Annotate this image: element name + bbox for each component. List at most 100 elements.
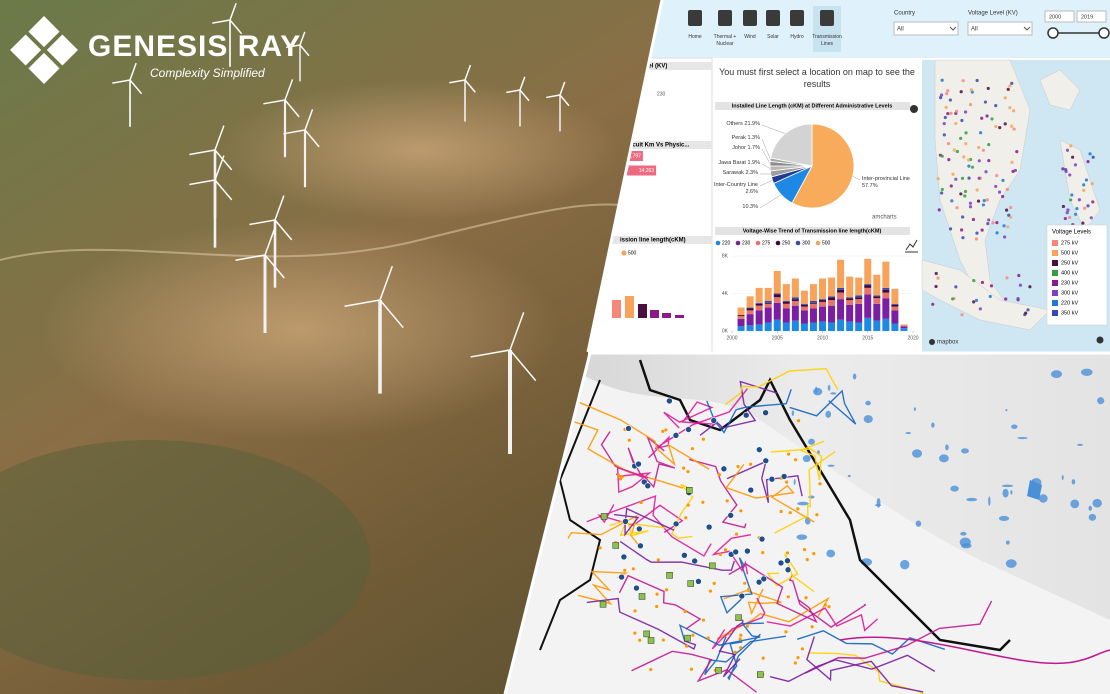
nav-label[interactable]: Transmission Lines bbox=[812, 34, 842, 47]
lake bbox=[815, 386, 818, 394]
blade bbox=[229, 19, 243, 35]
map-point bbox=[986, 222, 990, 226]
map-point bbox=[959, 228, 964, 232]
map-point bbox=[940, 191, 944, 195]
lake bbox=[1001, 484, 1014, 488]
line-route bbox=[723, 588, 782, 616]
map-point bbox=[1063, 216, 1067, 221]
slider-handle[interactable] bbox=[1098, 27, 1110, 39]
map-point bbox=[1018, 283, 1023, 287]
dropdown[interactable] bbox=[893, 21, 959, 36]
year-box[interactable] bbox=[1044, 10, 1075, 23]
line-route bbox=[766, 553, 815, 593]
pie-label-box: Others 21.9% bbox=[726, 121, 760, 127]
nav-button[interactable]: Solar bbox=[755, 10, 791, 54]
map-point bbox=[972, 278, 976, 283]
lake bbox=[931, 422, 935, 428]
blade bbox=[299, 44, 310, 57]
map-point bbox=[1001, 178, 1005, 182]
lake bbox=[865, 400, 871, 406]
map-point bbox=[942, 133, 946, 137]
year-box[interactable] bbox=[1076, 10, 1107, 23]
map-point bbox=[971, 217, 976, 222]
bar-segment bbox=[746, 325, 754, 331]
pie-label: Perak 1.3% bbox=[731, 135, 760, 141]
map-point bbox=[1090, 181, 1094, 186]
map-point bbox=[1002, 224, 1006, 228]
map-point bbox=[1017, 273, 1021, 278]
info-icon[interactable] bbox=[1096, 336, 1104, 344]
header-bar bbox=[600, 62, 712, 70]
nav-button[interactable]: Transmission Lines bbox=[809, 6, 845, 54]
blade bbox=[559, 81, 566, 96]
substation bbox=[796, 655, 800, 660]
bar-segment bbox=[900, 325, 908, 327]
lake bbox=[915, 520, 922, 527]
pie-menu[interactable] bbox=[910, 105, 918, 113]
lake bbox=[808, 438, 815, 445]
pie-label-box: Jawa Barat 1.9% bbox=[718, 160, 760, 166]
map-point bbox=[1077, 198, 1081, 202]
substation bbox=[812, 551, 816, 556]
nav-label[interactable]: Wind bbox=[744, 34, 756, 40]
map-point bbox=[931, 302, 935, 306]
mini-bar bbox=[612, 300, 621, 318]
blade bbox=[344, 299, 381, 307]
nav-label[interactable]: Home bbox=[688, 34, 702, 40]
map-point bbox=[964, 142, 968, 146]
map-point bbox=[976, 199, 981, 203]
plant-marker bbox=[715, 666, 722, 674]
map-point bbox=[994, 124, 998, 129]
nav-label[interactable]: Solar bbox=[767, 34, 779, 40]
map-point bbox=[987, 218, 991, 222]
blade bbox=[263, 99, 286, 105]
bar-segment bbox=[846, 304, 854, 322]
plant-marker bbox=[600, 513, 608, 520]
x-tick-label: 2005 bbox=[772, 335, 783, 341]
nav-button[interactable]: Hydro bbox=[779, 10, 815, 54]
nav-icon bbox=[688, 10, 702, 26]
title-bar bbox=[715, 227, 910, 235]
credit: amcharts bbox=[872, 215, 897, 221]
bar-segment bbox=[800, 303, 808, 305]
map-point bbox=[985, 198, 989, 202]
map-point bbox=[1026, 308, 1030, 312]
bar-segment bbox=[791, 305, 799, 321]
nav-label-box: Wind bbox=[744, 34, 756, 40]
map-point bbox=[972, 300, 976, 304]
dropdown-value[interactable]: All bbox=[971, 27, 978, 33]
hydro-marker bbox=[635, 460, 642, 468]
substation bbox=[739, 645, 743, 650]
chart-icon[interactable] bbox=[905, 239, 918, 253]
dropdown[interactable] bbox=[967, 21, 1033, 36]
substation bbox=[649, 667, 653, 672]
substation bbox=[796, 507, 800, 511]
year-value[interactable]: 2019 bbox=[1081, 14, 1093, 20]
legend-label: 230 kV bbox=[1061, 280, 1078, 286]
nav-button[interactable]: Wind bbox=[732, 10, 768, 54]
nav-label[interactable]: Hydro bbox=[790, 34, 804, 40]
bar-segment bbox=[782, 322, 790, 331]
lake bbox=[1002, 488, 1009, 498]
nav-button[interactable]: Thermal + Nuclear bbox=[707, 10, 743, 54]
nav-button[interactable]: Home bbox=[677, 10, 713, 54]
bar-segment bbox=[755, 324, 763, 331]
line-route bbox=[789, 389, 857, 425]
line-route bbox=[766, 607, 879, 632]
blade bbox=[112, 79, 131, 84]
lake bbox=[808, 495, 815, 499]
hydro-marker bbox=[636, 525, 643, 533]
bar-segment bbox=[837, 292, 845, 300]
nav-label[interactable]: Thermal + Nuclear bbox=[713, 34, 737, 47]
slider-handle[interactable] bbox=[1047, 27, 1059, 39]
bar-segment bbox=[755, 302, 763, 304]
map-point bbox=[940, 187, 944, 192]
year-value[interactable]: 2000 bbox=[1049, 14, 1061, 20]
map-point bbox=[944, 105, 948, 109]
dropdown-value[interactable]: All bbox=[897, 27, 904, 33]
x-tick-label: 2015 bbox=[862, 335, 873, 341]
pie-label-box: Inter-Country Line 2.6% bbox=[714, 182, 758, 195]
substation bbox=[785, 551, 790, 555]
blade bbox=[214, 179, 233, 201]
